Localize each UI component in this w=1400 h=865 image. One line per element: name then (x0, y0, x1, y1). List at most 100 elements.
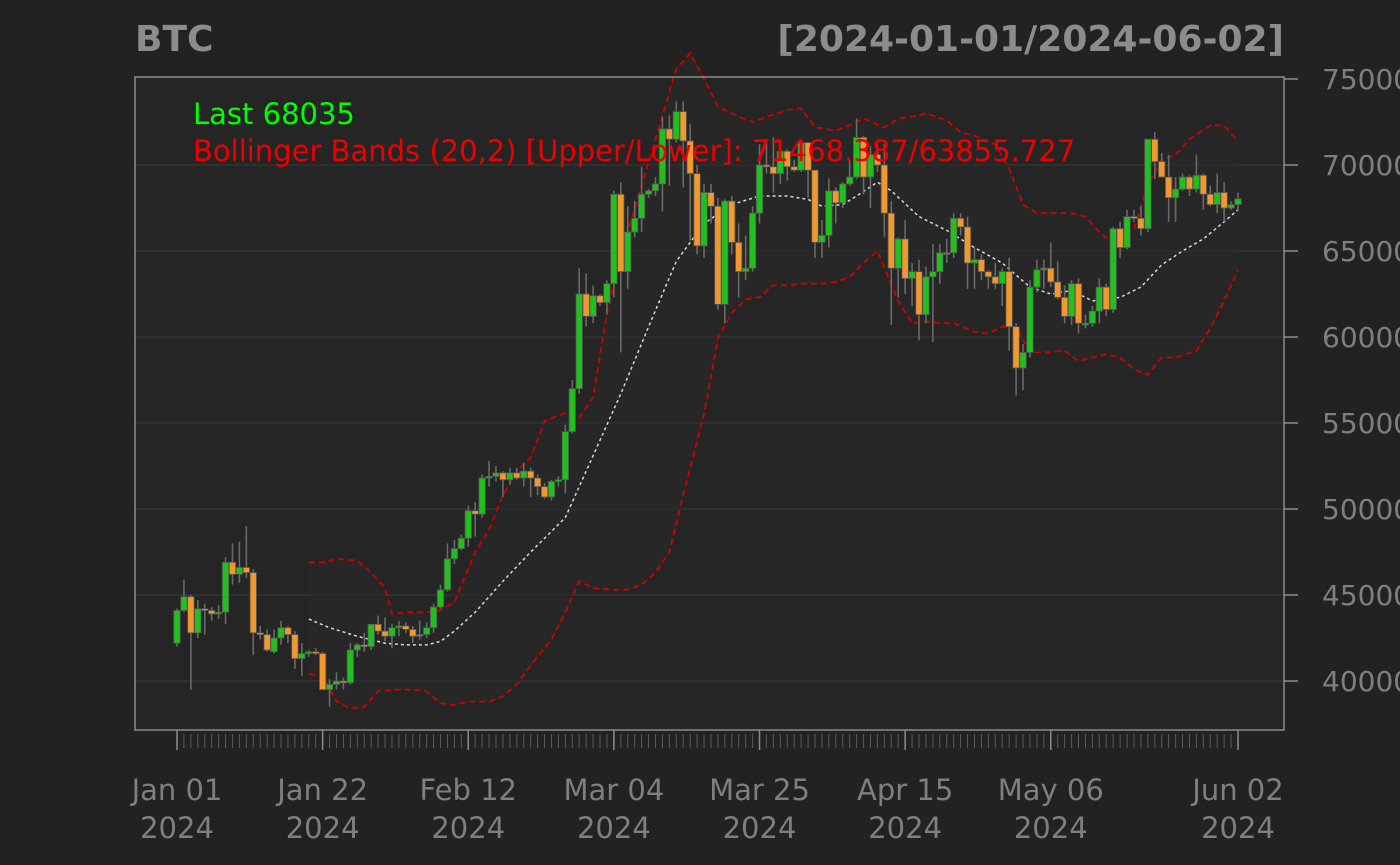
candle-body (880, 164, 888, 214)
candle (478, 474, 486, 518)
candle-body (242, 567, 250, 574)
candle (485, 460, 493, 487)
candle (1213, 173, 1221, 214)
x-tick-label: Jun 02 (1190, 773, 1283, 807)
candle (429, 603, 438, 633)
candle (922, 266, 930, 324)
candle-body (284, 627, 292, 635)
candle (1158, 152, 1166, 178)
candle-body (943, 252, 951, 255)
candle-body (755, 164, 764, 214)
candle-body (353, 644, 361, 651)
candle (242, 526, 250, 578)
candle-body (194, 608, 202, 634)
candle-body (1054, 281, 1062, 298)
candle-body (520, 470, 528, 479)
candle (762, 139, 771, 174)
candle-body (1040, 267, 1048, 271)
candle-body (783, 150, 791, 168)
candle-body (839, 183, 847, 204)
x-tick-label: Jan 22 (275, 773, 368, 807)
candle (561, 424, 569, 494)
candle-body (339, 680, 348, 684)
candle (582, 273, 590, 327)
candle (665, 115, 673, 186)
candle (936, 244, 944, 284)
candle (714, 197, 722, 310)
candle (963, 216, 972, 289)
candle (180, 579, 188, 613)
candle (631, 201, 639, 238)
candle-body (1158, 161, 1166, 178)
candle (367, 623, 375, 651)
candle-body (610, 193, 618, 285)
candle (332, 672, 341, 690)
candle-body (638, 193, 646, 219)
candle (1081, 314, 1090, 329)
x-tick-year: 2024 (140, 811, 214, 845)
candle-body (672, 111, 680, 140)
candle-body (485, 475, 493, 479)
candle-body (1227, 204, 1235, 209)
candle-body (1137, 217, 1145, 230)
candle-body (776, 150, 784, 175)
candle-body (554, 479, 563, 482)
candle-body (534, 477, 542, 488)
candle (783, 149, 791, 181)
candle (423, 622, 431, 638)
candle-body (256, 632, 264, 636)
candle-body (312, 651, 320, 654)
candle (797, 142, 805, 172)
candle-body (742, 267, 750, 273)
candle-body (409, 629, 417, 637)
candle (221, 557, 230, 625)
candle-body (977, 259, 986, 273)
candle-body (950, 217, 958, 254)
candle (846, 159, 854, 186)
candle-body (998, 271, 1006, 285)
bollinger-upper-line (308, 51, 1239, 615)
candle-body (1206, 193, 1214, 205)
candle-body (388, 627, 396, 637)
candle (228, 543, 237, 585)
candle-body (499, 472, 507, 481)
candle (409, 625, 417, 644)
candle-body (277, 627, 285, 639)
candle (880, 144, 888, 238)
candle (457, 534, 465, 551)
candle-body (1185, 176, 1194, 190)
candle (513, 467, 521, 480)
candle-body (797, 142, 805, 171)
candle-body (187, 596, 195, 634)
x-tick-year: 2024 (431, 811, 505, 845)
candle (173, 608, 181, 647)
candle-body (762, 164, 771, 168)
candle (852, 118, 861, 179)
candle-body (1123, 216, 1131, 248)
candle-body (478, 477, 486, 515)
candle-body (832, 190, 840, 204)
candle (970, 247, 979, 289)
candle-body (707, 192, 715, 207)
candle (1116, 221, 1124, 258)
candle (658, 116, 667, 212)
bollinger-legend-label: Bollinger Bands (20,2) [Upper/Lower]: 71… (193, 134, 1075, 168)
candle-body (887, 212, 895, 269)
candle-body (527, 470, 535, 479)
candle-body (1178, 176, 1187, 190)
candle (672, 101, 680, 143)
candle-body (506, 472, 514, 481)
candle-body (1144, 138, 1152, 230)
candle (929, 244, 937, 343)
candle (249, 569, 257, 656)
candle (811, 169, 819, 258)
chart-title: BTC (135, 19, 213, 60)
candle-body (957, 217, 965, 228)
last-price-label: Last 68035 (193, 97, 355, 131)
candle (596, 294, 604, 307)
plot-frame (134, 76, 1285, 731)
candle-body (319, 653, 327, 690)
candle (319, 651, 327, 690)
candle-body (464, 510, 472, 539)
candle (305, 650, 313, 657)
